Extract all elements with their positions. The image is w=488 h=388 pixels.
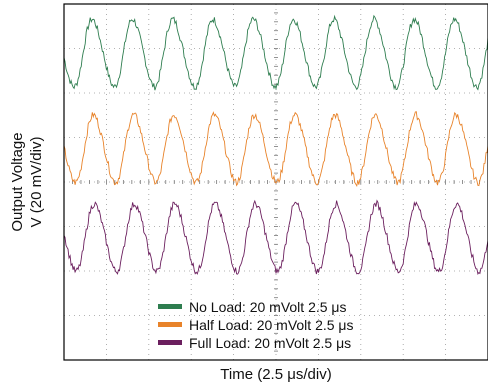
plot-frame	[63, 3, 488, 361]
legend-label-full-load: Full Load: 20 mVolt 2.5 μs	[189, 335, 351, 351]
grid	[63, 3, 488, 361]
trace-no-load	[63, 14, 488, 91]
x-axis-label: Time (2.5 μs/div)	[220, 366, 332, 383]
legend-label-half-load: Half Load: 20 mVolt 2.5 μs	[189, 317, 354, 333]
y-axis-label: Output Voltage V (20 mV/div)	[9, 132, 45, 231]
legend-label-no-load: No Load: 20 mVolt 2.5 μs	[189, 299, 347, 315]
traces	[63, 14, 488, 276]
legend-swatch-half-load	[158, 322, 182, 327]
legend-swatch-no-load	[158, 304, 182, 309]
trace-half-load	[63, 111, 488, 188]
trace-full-load	[63, 199, 488, 276]
legend: No Load: 20 mVolt 2.5 μs Half Load: 20 m…	[158, 299, 354, 351]
y-axis-label-line2: V (20 mV/div)	[28, 137, 45, 228]
y-axis-label-line1: Output Voltage	[9, 132, 26, 231]
legend-swatch-full-load	[158, 340, 182, 345]
